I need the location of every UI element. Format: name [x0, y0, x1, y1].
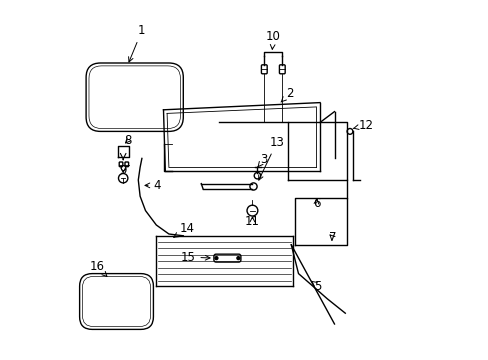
Text: 7: 7	[328, 231, 336, 244]
Text: 4: 4	[145, 179, 161, 192]
Text: 8: 8	[124, 134, 131, 147]
Text: 5: 5	[311, 280, 321, 293]
Text: 15: 15	[180, 251, 210, 264]
Text: 13: 13	[258, 136, 284, 180]
Text: 2: 2	[281, 87, 293, 102]
Text: 11: 11	[244, 215, 260, 228]
Text: 9: 9	[119, 165, 127, 177]
Text: 1: 1	[128, 24, 145, 62]
Text: 3: 3	[257, 153, 267, 167]
Text: 14: 14	[174, 222, 194, 237]
Circle shape	[236, 256, 240, 260]
Text: 12: 12	[352, 119, 373, 132]
Circle shape	[214, 256, 218, 260]
Text: 6: 6	[312, 197, 320, 210]
Text: 16: 16	[89, 260, 107, 276]
Text: 10: 10	[265, 30, 280, 49]
